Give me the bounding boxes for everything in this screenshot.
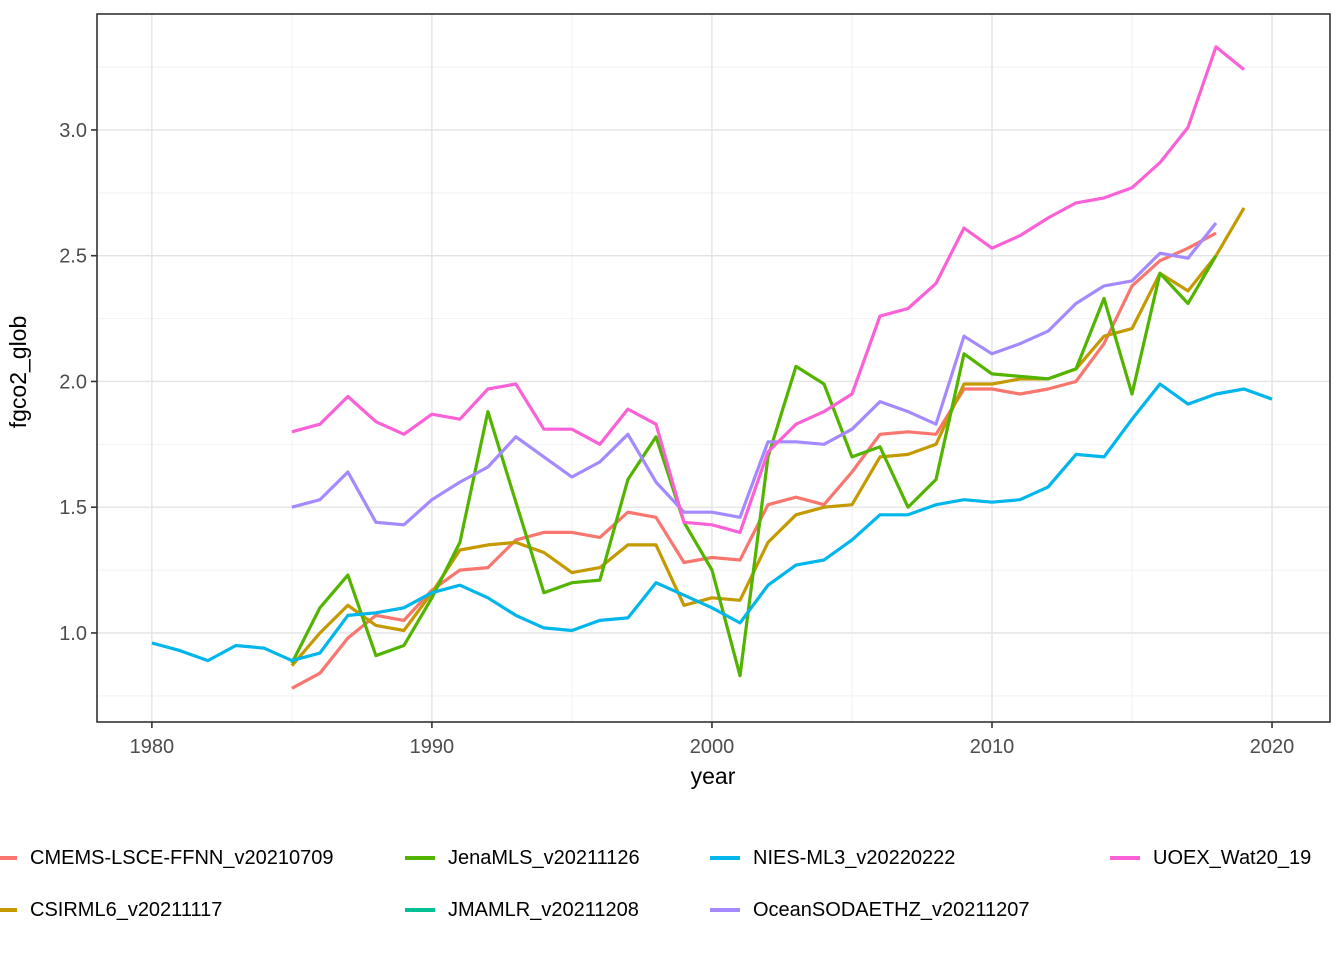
x-axis-tick-label: 1980 <box>130 736 175 758</box>
panel-border <box>96 13 1331 723</box>
legend-item: OceanSODAETHZ_v20211207 <box>710 897 1029 923</box>
y-axis-tick-label: 2.0 <box>59 371 87 393</box>
x-axis-tick-label: 2020 <box>1250 736 1295 758</box>
line-chart-canvas: 1980 1990 2000 2010 2020 1.0 1.5 2.0 2.5 3.0 <box>59 13 1331 758</box>
x-axis-title: year <box>690 763 736 789</box>
legend-key-line <box>710 856 740 860</box>
legend-item: JenaMLS_v20211126 <box>405 845 640 871</box>
legend-key-line <box>405 856 435 860</box>
legend-label: JMAMLR_v20211208 <box>448 898 639 921</box>
series-line-NIES-ML3_v20220222 <box>151 382 1273 663</box>
legend-label: CMEMS-LSCE-FFNN_v20210709 <box>30 846 334 869</box>
y-axis-tick-label: 1.0 <box>59 623 87 645</box>
legend-item: NIES-ML3_v20220222 <box>710 845 955 871</box>
legend-label: NIES-ML3_v20220222 <box>753 846 956 869</box>
legend-key-line <box>0 856 17 860</box>
y-axis-title: fgco2_glob <box>5 315 31 429</box>
legend-key-line <box>405 908 435 912</box>
legend-key-line <box>1110 856 1140 860</box>
series-line-OceanSODAETHZ_v20211207 <box>291 222 1218 527</box>
legend-label: OceanSODAETHZ_v20211207 <box>753 898 1030 921</box>
series-line-CSIRML6_v20211117 <box>290 207 1246 667</box>
series-line-UOEX_Wat20_19 <box>291 45 1246 535</box>
legend-key-line <box>0 908 17 912</box>
legend-item: UOEX_Wat20_19 <box>1110 845 1311 871</box>
y-axis-tick-label: 1.5 <box>59 497 87 519</box>
series-line-CMEMS-LSCE-FFNN_v20210709 <box>291 231 1217 690</box>
legend-label: UOEX_Wat20_19 <box>1153 846 1312 869</box>
legend-item: JMAMLR_v20211208 <box>405 897 639 923</box>
legend-key-line <box>710 908 740 912</box>
y-axis-tick-label: 3.0 <box>59 120 87 142</box>
x-axis-tick-label: 1990 <box>410 736 455 758</box>
x-axis-tick-label: 2010 <box>970 736 1015 758</box>
series-line-JenaMLS_v20211126 <box>290 254 1218 678</box>
legend-item: CMEMS-LSCE-FFNN_v20210709 <box>0 845 333 871</box>
legend-item: CSIRML6_v20211117 <box>0 897 222 923</box>
y-axis-tick-label: 2.5 <box>59 246 87 268</box>
legend-label: CSIRML6_v20211117 <box>30 898 223 921</box>
x-axis-tick-label: 2000 <box>690 736 735 758</box>
legend-label: JenaMLS_v20211126 <box>448 846 640 869</box>
